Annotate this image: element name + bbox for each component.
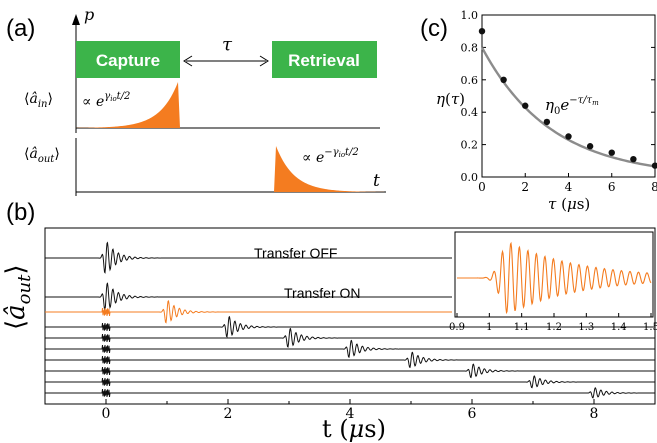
fit-label: η0e−τ/τm: [545, 95, 599, 117]
a-in-formula: ∝ eγiot/2: [82, 91, 130, 110]
inset-xtick-label: 1.3: [578, 322, 594, 333]
trace-transfer-on: [45, 387, 656, 399]
a-in-label: ⟨âin⟩: [24, 91, 53, 110]
capture-label: Capture: [96, 51, 160, 70]
panel-c-label: (c): [420, 15, 448, 42]
c-ytick-label: 0.8: [461, 41, 479, 54]
trace-highlighted: [45, 299, 452, 324]
c-ytick-label: 0.2: [461, 139, 479, 152]
trace-transfer-on: [45, 327, 655, 348]
data-point: [608, 149, 615, 156]
data-point: [630, 155, 637, 163]
inset-xtick-label: 1: [486, 322, 492, 333]
panel-c-ylabel: η(τ): [436, 90, 465, 108]
c-ytick-label: 1.0: [461, 9, 479, 22]
p-axis-arrow: [72, 14, 80, 25]
panel-b: (b) Transfer OFF Transfer ON 0 2 4 6 8 ⟨âout…: [1, 199, 657, 443]
tau-label: τ: [222, 34, 233, 55]
c-ytick-label: 0.4: [461, 106, 479, 119]
b-xtick-label: 8: [590, 406, 599, 422]
a-out-formula: ∝ e−γiot/2: [302, 147, 359, 166]
trace-transfer-on: [45, 339, 655, 358]
inset-ticks: 0.9 1 1.1 1.2 1.3 1.4 1.5: [449, 313, 657, 333]
tau-arrow-right: [259, 55, 269, 67]
panel-a: (a) p Capture Retrieval τ ⟨âin⟩ ∝ eγiot/…: [6, 5, 386, 196]
b-xtick-label: 6: [468, 406, 477, 422]
a-in-pulse: [76, 82, 180, 128]
trace-transfer-off: [45, 241, 452, 274]
inset-xtick-label: 1.2: [546, 322, 562, 333]
transfer-off-label: Transfer OFF: [254, 245, 338, 261]
panel-c: (c) 0.00.20.40.60.81.00 2 4 6 8 η(τ) τ (μs) …: [420, 9, 657, 213]
data-point: [522, 102, 529, 109]
trace-transfer-on: [45, 282, 452, 312]
trace-transfer-on: [45, 375, 655, 389]
panel-a-label: (a): [6, 15, 35, 42]
inset-xtick-label: 1.1: [514, 322, 530, 333]
data-point: [586, 143, 594, 150]
panel-c-ticks: 0.0 0.2 0.4 0.6 0.8 1.0 0 2 4 6 8: [461, 9, 657, 194]
capture-block: [76, 41, 180, 78]
data-points: [478, 28, 657, 169]
panel-b-xlabel: t (μs): [322, 415, 386, 443]
retrieval-block: [272, 41, 377, 78]
fit-curve: [480, 46, 656, 168]
data-point: [651, 162, 657, 169]
c-ytick-label: 0.0: [461, 171, 479, 184]
c-xtick-label: 0: [478, 180, 486, 194]
inset-xtick-label: 1.5: [643, 322, 657, 333]
transfer-on-label: Transfer ON: [284, 285, 361, 301]
trace-transfer-on: [45, 351, 655, 369]
data-point: [500, 76, 507, 84]
b-xtick-label: 0: [102, 406, 111, 422]
p-axis-label: p: [84, 5, 94, 24]
inset-xtick-label: 1.4: [611, 322, 627, 333]
echo-traces: [45, 241, 656, 399]
panel-b-label: (b): [6, 199, 35, 226]
data-point: [565, 133, 572, 140]
a-out-pulse: [274, 146, 384, 192]
c-xtick-label: 2: [521, 180, 529, 194]
inset: 0.9 1 1.1 1.2 1.3 1.4 1.5: [449, 231, 657, 333]
data-point: [543, 118, 551, 126]
data-point: [478, 28, 486, 35]
t-axis-label: t: [373, 171, 380, 191]
b-xtick-label: 2: [224, 406, 233, 422]
inset-waveform: [457, 241, 652, 315]
a-out-label: ⟨âout⟩: [24, 146, 60, 165]
c-ytick-label: 0.6: [461, 74, 479, 87]
b-xtick-label: 4: [346, 406, 355, 422]
trace-transfer-on: [45, 315, 655, 338]
c-xtick-label: 8: [651, 180, 657, 194]
panel-c-xlabel: τ (μs): [548, 195, 590, 213]
retrieval-label: Retrieval: [288, 51, 360, 70]
trace-transfer-on: [45, 363, 655, 379]
tau-arrow-left: [183, 55, 193, 67]
c-xtick-label: 6: [608, 180, 616, 194]
panel-b-ylabel: ⟨âout⟩: [1, 265, 35, 331]
c-xtick-label: 4: [565, 180, 573, 194]
inset-xtick-label: 0.9: [449, 322, 465, 333]
panel-b-ticks: 0 2 4 6 8: [44, 399, 656, 422]
